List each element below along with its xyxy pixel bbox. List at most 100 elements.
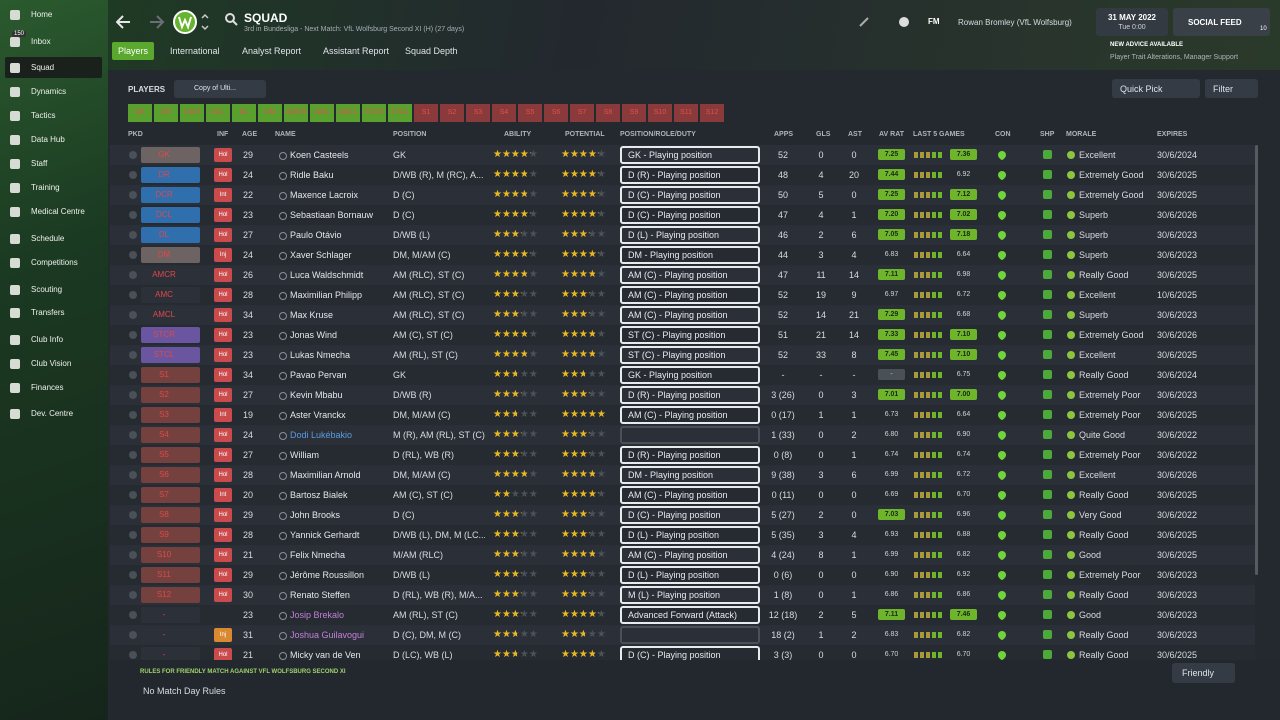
nav-icon[interactable]: [10, 258, 20, 268]
player-name[interactable]: Maximilian Arnold: [290, 470, 361, 480]
nav-label[interactable]: Data Hub: [31, 135, 65, 144]
nav-label[interactable]: Training: [31, 183, 60, 192]
position-button[interactable]: S12: [700, 104, 724, 122]
select-check[interactable]: [129, 631, 137, 639]
player-row[interactable]: S8 Hol 29 John Brooks D (C) D (C) - Playing p…: [110, 505, 1255, 525]
nav-label[interactable]: Club Vision: [31, 359, 72, 368]
position-button[interactable]: DM: [258, 104, 282, 122]
position-button[interactable]: S1: [414, 104, 438, 122]
player-name[interactable]: Xaver Schlager: [290, 250, 352, 260]
position-button[interactable]: S7: [570, 104, 594, 122]
pkd-dropdown[interactable]: -: [141, 607, 200, 623]
role-dropdown[interactable]: M (L) - Playing position: [620, 586, 760, 604]
pkd-dropdown[interactable]: S7: [141, 487, 200, 503]
select-check[interactable]: [129, 551, 137, 559]
select-check[interactable]: [129, 651, 137, 659]
player-row[interactable]: - Hol 21 Micky van de Ven D (LC), WB (L) D (C…: [110, 645, 1255, 660]
role-dropdown[interactable]: D (C) - Playing position: [620, 206, 760, 224]
player-row[interactable]: DCL Hol 23 Sebastiaan Bornauw D (C) D (C) - P…: [110, 205, 1255, 225]
role-dropdown[interactable]: ST (C) - Playing position: [620, 346, 760, 364]
column-header[interactable]: AST: [848, 131, 862, 138]
role-dropdown[interactable]: D (L) - Playing position: [620, 566, 760, 584]
player-name[interactable]: Maxence Lacroix: [290, 190, 359, 200]
role-dropdown[interactable]: AM (C) - Playing position: [620, 266, 760, 284]
player-row[interactable]: S12 Hol 30 Renato Steffen D (RL), WB (R), M/…: [110, 585, 1255, 605]
pkd-dropdown[interactable]: AMCL: [141, 307, 200, 323]
position-button[interactable]: DR: [154, 104, 178, 122]
nav-label[interactable]: Dev. Centre: [31, 409, 74, 418]
role-dropdown[interactable]: Advanced Forward (Attack): [620, 606, 760, 624]
nav-icon[interactable]: [10, 111, 20, 121]
pkd-dropdown[interactable]: S6: [141, 467, 200, 483]
nav-icon[interactable]: [10, 159, 20, 169]
nav-icon[interactable]: [10, 234, 20, 244]
pkd-dropdown[interactable]: STCR: [141, 327, 200, 343]
role-dropdown[interactable]: [620, 426, 760, 444]
pkd-dropdown[interactable]: DL: [141, 227, 200, 243]
column-header[interactable]: NAME: [275, 131, 296, 138]
match-type-dropdown[interactable]: Friendly: [1172, 663, 1235, 683]
position-button[interactable]: DCL: [206, 104, 230, 122]
player-row[interactable]: S6 Hol 28 Maximilian Arnold DM, M/AM (C) DM -…: [110, 465, 1255, 485]
position-button[interactable]: S2: [440, 104, 464, 122]
select-check[interactable]: [129, 591, 137, 599]
player-name[interactable]: Joshua Guilavogui: [290, 630, 365, 640]
pkd-dropdown[interactable]: DM: [141, 247, 200, 263]
player-row[interactable]: AMC Hol 28 Maximilian Philipp AM (RLC), ST (…: [110, 285, 1255, 305]
nav-icon[interactable]: [10, 335, 20, 345]
player-row[interactable]: S4 Hol 24 Dodi Lukébakio M (R), AM (RL), ST …: [110, 425, 1255, 445]
tab[interactable]: Assistant Report: [323, 46, 390, 56]
player-name[interactable]: Yannick Gerhardt: [290, 530, 360, 540]
pkd-dropdown[interactable]: -: [141, 627, 200, 643]
pkd-dropdown[interactable]: AMCR: [141, 267, 200, 283]
select-check[interactable]: [129, 331, 137, 339]
select-check[interactable]: [129, 311, 137, 319]
nav-label[interactable]: Dynamics: [31, 87, 67, 96]
pkd-dropdown[interactable]: AMC: [141, 287, 200, 303]
nav-icon[interactable]: [10, 383, 20, 393]
nav-icon[interactable]: [10, 359, 20, 369]
position-button[interactable]: S9: [622, 104, 646, 122]
nav-label[interactable]: Transfers: [31, 308, 65, 317]
player-row[interactable]: AMCR Hol 26 Luca Waldschmidt AM (RLC), ST (C…: [110, 265, 1255, 285]
player-row[interactable]: S11 Hol 29 Jérôme Roussillon D/WB (L) D (L) -…: [110, 565, 1255, 585]
select-check[interactable]: [129, 451, 137, 459]
nav-label[interactable]: Finances: [31, 383, 64, 392]
player-name[interactable]: Sebastiaan Bornauw: [290, 210, 374, 220]
role-dropdown[interactable]: D (R) - Playing position: [620, 446, 760, 464]
position-button[interactable]: AMCL: [336, 104, 360, 122]
player-name[interactable]: Jonas Wind: [290, 330, 338, 340]
nav-label[interactable]: Inbox: [31, 37, 51, 46]
position-button[interactable]: AMC: [310, 104, 334, 122]
role-dropdown[interactable]: D (R) - Playing position: [620, 386, 760, 404]
column-header[interactable]: LAST 5 GAMES: [913, 131, 965, 138]
position-button[interactable]: GK: [128, 104, 152, 122]
column-header[interactable]: POTENTIAL: [565, 131, 605, 138]
position-button[interactable]: S6: [544, 104, 568, 122]
role-dropdown[interactable]: GK - Playing position: [620, 146, 760, 164]
player-row[interactable]: S9 Hol 28 Yannick Gerhardt D/WB (L), DM, M (…: [110, 525, 1255, 545]
position-button[interactable]: S10: [648, 104, 672, 122]
role-dropdown[interactable]: AM (C) - Playing position: [620, 546, 760, 564]
pkd-dropdown[interactable]: S12: [141, 587, 200, 603]
pkd-dropdown[interactable]: STCL: [141, 347, 200, 363]
role-dropdown[interactable]: AM (C) - Playing position: [620, 486, 760, 504]
pkd-dropdown[interactable]: S11: [141, 567, 200, 583]
pkd-dropdown[interactable]: GK: [141, 147, 200, 163]
column-header[interactable]: POSITION: [393, 131, 427, 138]
player-name[interactable]: Koen Casteels: [290, 150, 349, 160]
nav-icon[interactable]: [10, 285, 20, 295]
select-check[interactable]: [129, 231, 137, 239]
pkd-dropdown[interactable]: DCR: [141, 187, 200, 203]
role-dropdown[interactable]: AM (C) - Playing position: [620, 406, 760, 424]
select-check[interactable]: [129, 571, 137, 579]
player-name[interactable]: Bartosz Bialek: [290, 490, 348, 500]
player-row[interactable]: DCR Int 22 Maxence Lacroix D (C) D (C) - Play…: [110, 185, 1255, 205]
column-header[interactable]: GLS: [816, 131, 831, 138]
player-row[interactable]: DL Hol 27 Paulo Otávio D/WB (L) D (L) - Playi…: [110, 225, 1255, 245]
tab[interactable]: Analyst Report: [242, 46, 302, 56]
column-header[interactable]: PKD: [128, 131, 143, 138]
role-dropdown[interactable]: D (L) - Playing position: [620, 226, 760, 244]
column-header[interactable]: AV RAT: [879, 131, 905, 138]
nav-label[interactable]: Home: [31, 10, 53, 19]
